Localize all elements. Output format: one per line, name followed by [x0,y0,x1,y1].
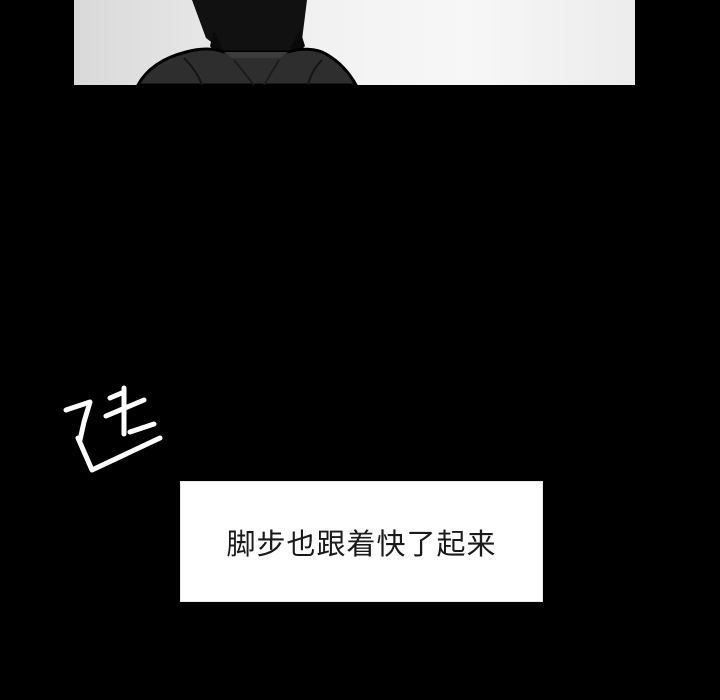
narration-caption-text: 脚步也跟着快了起来 [226,526,497,561]
character-shoulders-illustration [136,0,358,85]
comic-panel-top [74,0,635,85]
narration-caption-box: 脚步也跟着快了起来 [180,481,543,602]
speed-sound-effect-icon [60,382,166,476]
